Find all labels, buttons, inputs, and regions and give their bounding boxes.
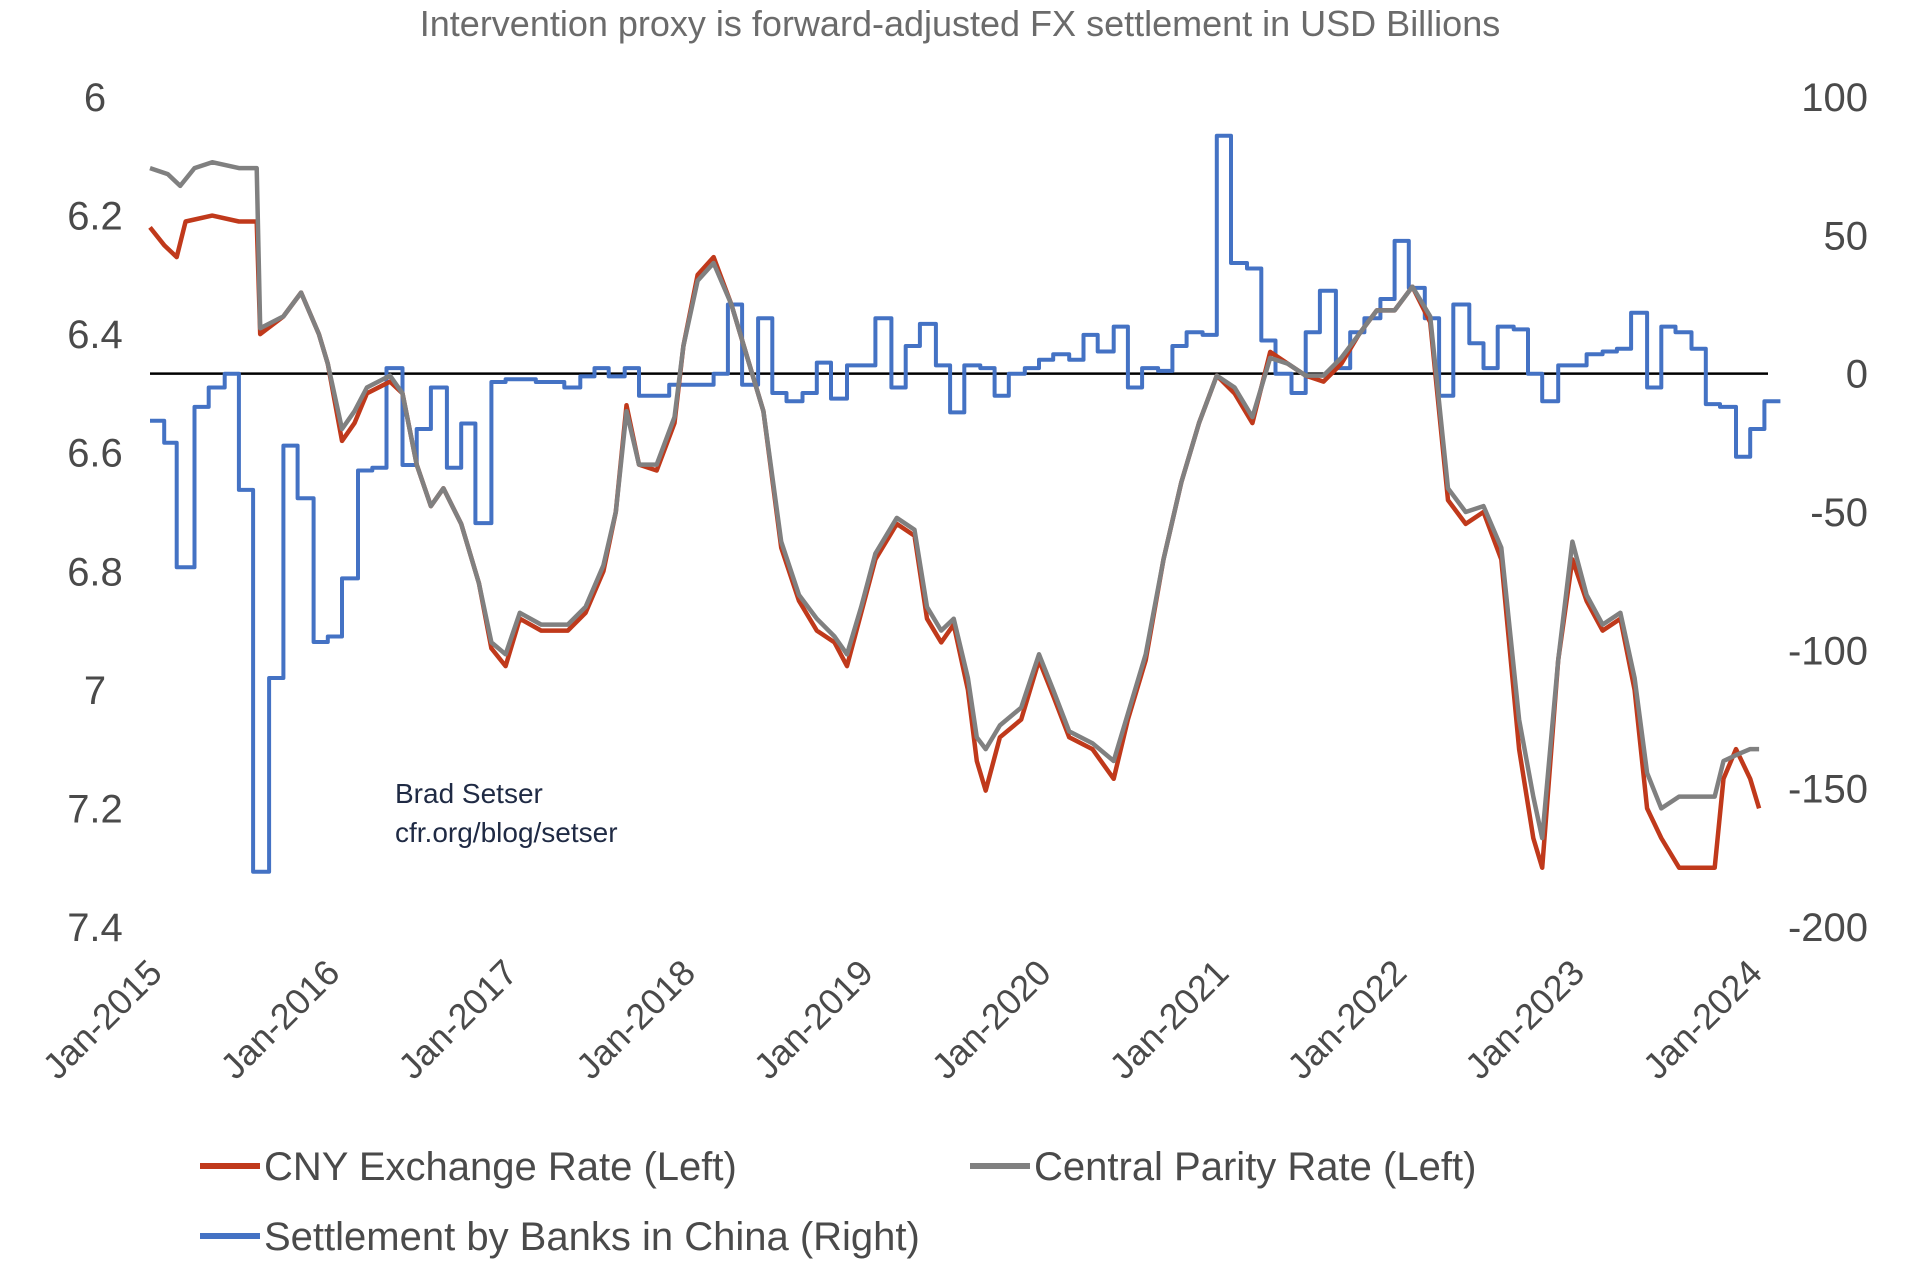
legend-label: CNY Exchange Rate (Left): [264, 1145, 737, 1189]
right-tick-label: -150: [1788, 768, 1868, 812]
x-tick-label: Jan-2018: [568, 952, 703, 1087]
series-layer: [148, 133, 1781, 874]
x-tick-label: Jan-2024: [1635, 952, 1770, 1087]
legend-label: Settlement by Banks in China (Right): [264, 1215, 920, 1259]
left-tick-label: 7.4: [67, 906, 123, 950]
series-line-0: [148, 213, 1762, 870]
x-tick-label: Jan-2015: [35, 952, 170, 1087]
left-tick-label: 6.6: [67, 432, 123, 476]
right-tick-label: 0: [1846, 353, 1868, 397]
legend: CNY Exchange Rate (Left) Central Parity R…: [200, 1145, 1476, 1259]
x-tick-label: Jan-2022: [1279, 952, 1414, 1087]
x-tick-label: Jan-2021: [1101, 952, 1236, 1087]
legend-label: Central Parity Rate (Left): [1034, 1145, 1476, 1189]
x-tick-label: Jan-2016: [212, 952, 347, 1087]
right-tick-label: 50: [1824, 214, 1869, 258]
left-tick-label: 7: [84, 669, 106, 713]
series-line-2: [150, 133, 1781, 874]
annotation-url: cfr.org/blog/setser: [395, 817, 618, 848]
x-tick-label: Jan-2023: [1457, 952, 1592, 1087]
right-axis: 100 50 0 -50 -100 -150 -200: [1788, 76, 1868, 950]
left-tick-label: 6.8: [67, 550, 123, 594]
right-tick-label: -50: [1810, 491, 1868, 535]
x-tick-label: Jan-2020: [924, 952, 1059, 1087]
chart-title: Intervention proxy is forward-adjusted F…: [420, 3, 1500, 44]
annotation: Brad Setser cfr.org/blog/setser: [395, 778, 618, 848]
left-tick-label: 6: [84, 76, 106, 120]
x-tick-label: Jan-2019: [746, 952, 881, 1087]
x-tick-label: Jan-2017: [390, 952, 525, 1087]
annotation-author: Brad Setser: [395, 778, 543, 809]
series-line-1: [149, 159, 1760, 841]
left-tick-label: 6.4: [67, 313, 123, 357]
right-tick-label: -200: [1788, 906, 1868, 950]
right-tick-label: -100: [1788, 629, 1868, 673]
left-axis: 6 6.2 6.4 6.6 6.8 7 7.2 7.4: [67, 76, 123, 950]
left-tick-label: 6.2: [67, 195, 123, 239]
left-tick-label: 7.2: [67, 787, 123, 831]
right-tick-label: 100: [1801, 76, 1868, 120]
x-axis: Jan-2015 Jan-2016 Jan-2017 Jan-2018 Jan-2019…: [35, 952, 1770, 1087]
